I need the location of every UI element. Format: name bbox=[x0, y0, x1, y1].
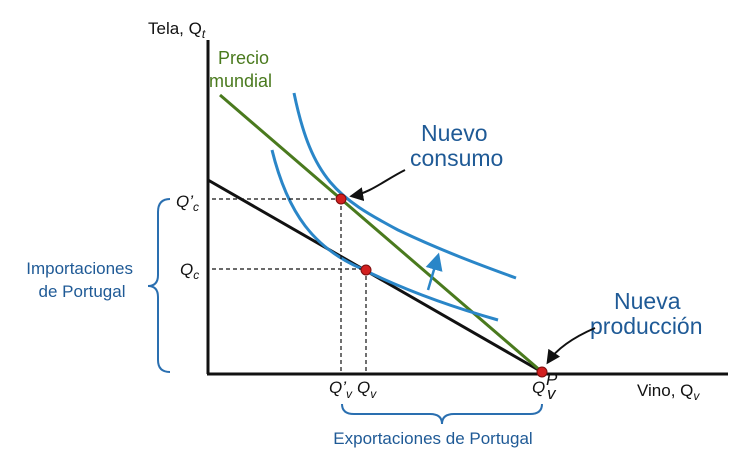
x-axis-title: Vino, Qv bbox=[637, 381, 700, 403]
exports-brace bbox=[341, 403, 543, 425]
new-consumption-arrow bbox=[349, 169, 406, 202]
exports-label: Exportaciones de Portugal bbox=[333, 429, 532, 448]
x-tick-qv-p: Q bbox=[532, 378, 545, 397]
x-tick-qv-prime: Q’v bbox=[329, 378, 353, 401]
y-tick-qc: Qc bbox=[180, 260, 199, 282]
indifference-curve-low bbox=[270, 149, 499, 322]
new-production-point bbox=[536, 366, 548, 378]
x-tick-qv-p-sup: P bbox=[546, 370, 558, 389]
new-production-label: Nueva producción bbox=[590, 288, 703, 339]
world-price-label: Precio mundial bbox=[209, 48, 274, 91]
new-consumption-label: Nuevo consumo bbox=[410, 120, 503, 171]
new-consumption-point bbox=[335, 193, 347, 205]
x-tick-qv-p-sub: v bbox=[547, 384, 557, 403]
new-production-arrow bbox=[546, 327, 596, 365]
y-tick-qc-prime: Q’c bbox=[176, 192, 199, 214]
welfare-increase-arrow bbox=[425, 252, 443, 291]
indifference-curve-high bbox=[292, 92, 517, 280]
world-price-line bbox=[219, 93, 543, 374]
y-axis-title: Tela, Qt bbox=[148, 19, 206, 41]
imports-brace bbox=[147, 198, 171, 373]
x-tick-qv: Qv bbox=[357, 378, 377, 401]
imports-label: Importaciones de Portugal bbox=[26, 259, 138, 301]
old-consumption-point bbox=[360, 264, 372, 276]
